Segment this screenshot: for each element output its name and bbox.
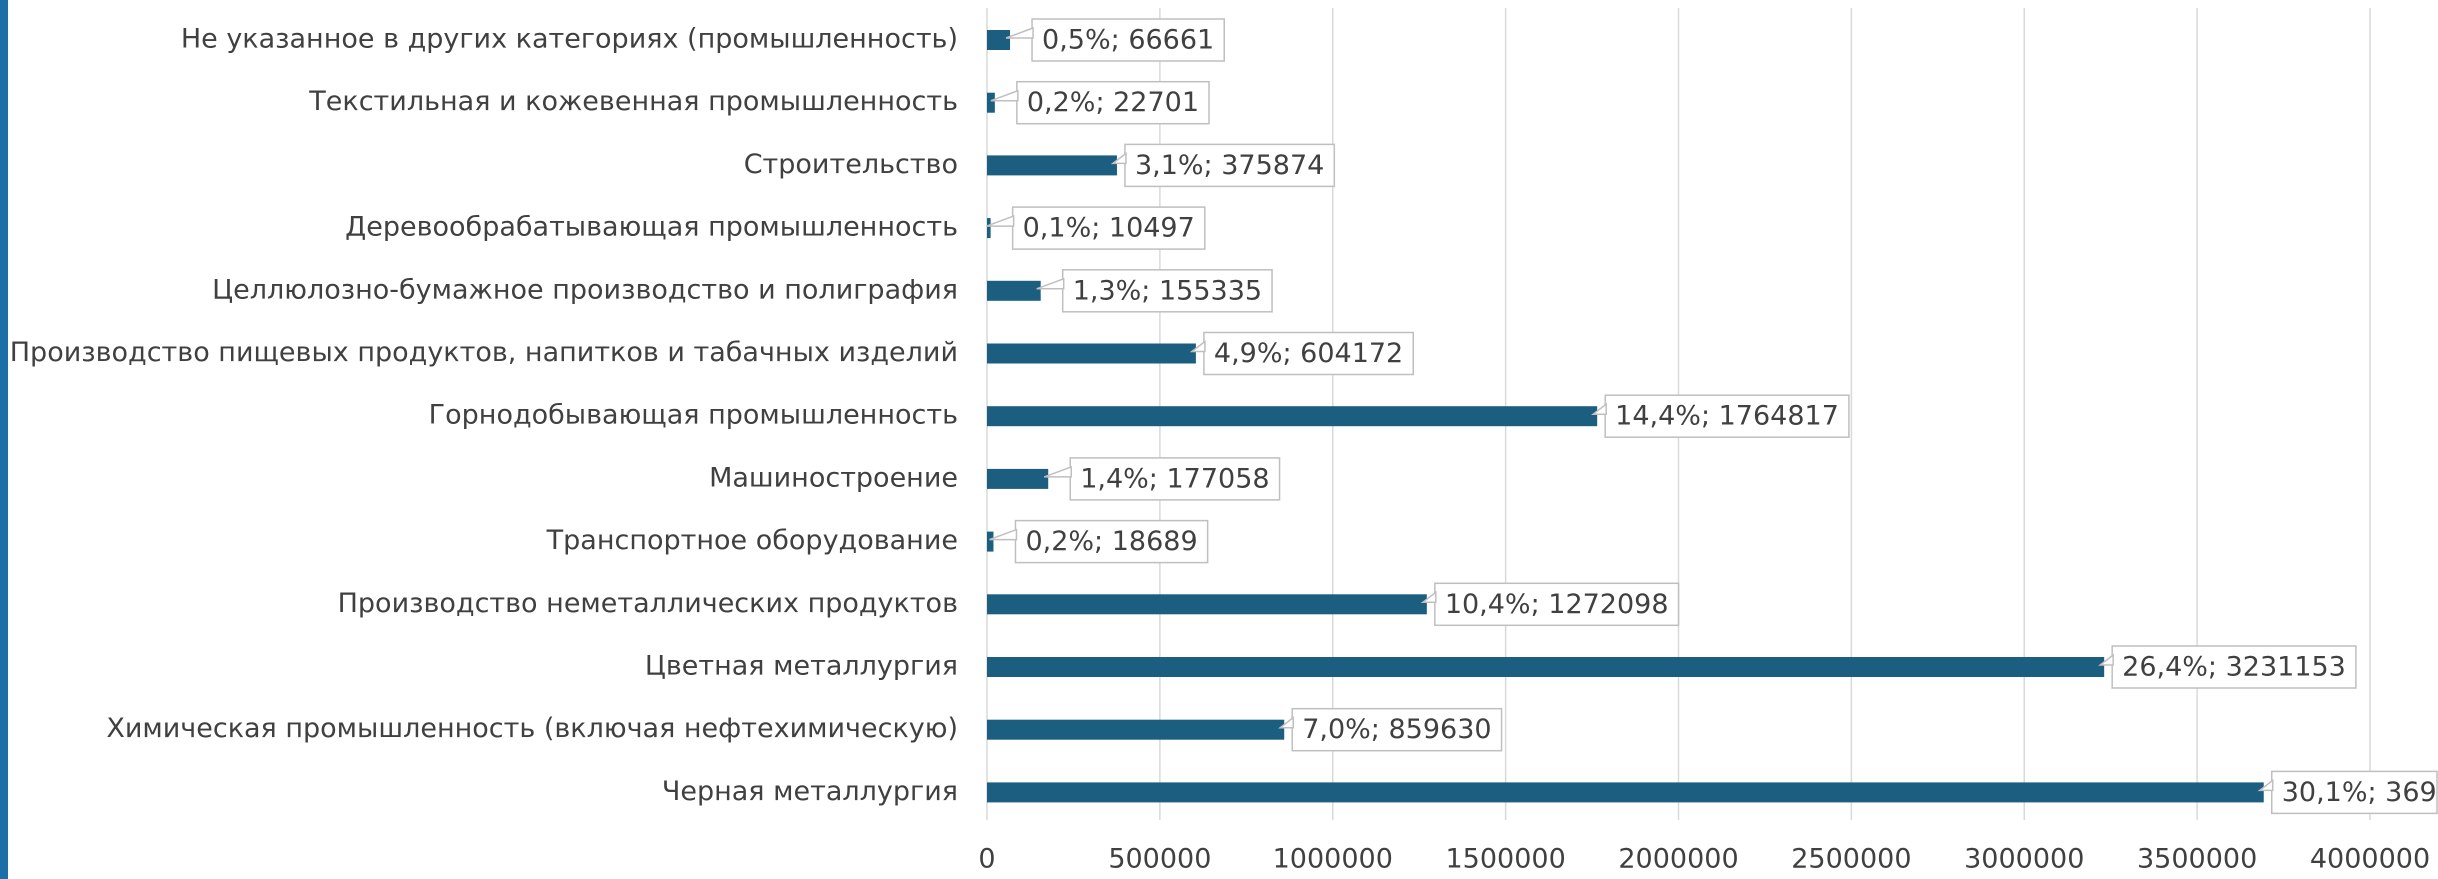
y-tick-label: Производство неметаллических продуктов	[338, 588, 958, 619]
x-tick-label: 0	[978, 844, 995, 875]
label-box	[1061, 269, 1273, 313]
label-pointer	[990, 89, 1019, 102]
label-pointer	[1420, 590, 1437, 604]
label-pointer	[2257, 778, 2274, 792]
y-tick-label: Химическая промышленность (включая нефте…	[106, 713, 958, 744]
y-tick-label: Транспортное оборудование	[546, 525, 958, 556]
label-box	[1016, 80, 1210, 125]
y-tick-label: Не указанное в других категориях (промыш…	[181, 24, 958, 55]
label-pointer	[2097, 653, 2114, 666]
x-tick-label: 2500000	[1791, 844, 1911, 875]
data-label: 26,4%; 3231153	[2122, 652, 2346, 683]
label-box	[1124, 143, 1336, 188]
y-tick-label: Цветная металлургия	[645, 651, 958, 682]
x-tick-label: 3000000	[1964, 844, 2084, 875]
bar	[987, 657, 2105, 677]
y-tick-label: Производство пищевых продуктов, напитков…	[10, 337, 958, 368]
data-label: 14,4%; 1764817	[1615, 401, 1839, 432]
bar	[987, 719, 1285, 740]
bar	[987, 782, 2264, 803]
label-pointer	[1590, 402, 1607, 415]
bar	[987, 406, 1598, 427]
bar	[987, 92, 995, 113]
label-box	[1434, 582, 1680, 627]
x-tick-label: 500000	[1108, 844, 1211, 875]
y-tick-label: Целлюлозно-бумажное производство и полиг…	[212, 274, 958, 305]
label-pointer	[1043, 465, 1072, 478]
bar	[987, 280, 1041, 301]
side-stripe	[0, 0, 8, 879]
label-box	[1604, 394, 1850, 438]
y-tick-label: Строительство	[744, 149, 958, 180]
y-tick-label: Деревообрабатывающая промышленность	[345, 212, 958, 243]
data-label: 1,3%; 155335	[1073, 275, 1262, 306]
label-box	[1069, 457, 1281, 501]
label-pointer	[989, 528, 1018, 541]
bar	[987, 594, 1427, 615]
bar	[987, 155, 1117, 176]
y-tick-label: Текстильная и кожевенная промышленность	[308, 86, 958, 117]
label-box	[2270, 770, 2438, 815]
x-tick-label: 1500000	[1446, 844, 1566, 875]
x-tick-label: 1000000	[1273, 844, 1393, 875]
x-tick-label: 4000000	[2310, 844, 2430, 875]
data-label: 3,1%; 375874	[1135, 150, 1324, 181]
label-box	[1011, 206, 1206, 250]
bar	[987, 468, 1049, 489]
data-label: 30,1%; 3692682	[2282, 777, 2438, 808]
y-tick-label: Горнодобывающая промышленность	[429, 400, 958, 431]
bar	[987, 30, 1011, 50]
label-box	[2111, 645, 2357, 689]
data-label: 0,1%; 10497	[1023, 213, 1195, 244]
bar	[987, 531, 994, 552]
label-pointer	[1005, 26, 1034, 39]
label-pointer	[986, 215, 1015, 227]
x-tick-label: 2000000	[1618, 844, 1738, 875]
label-pointer	[1189, 339, 1206, 353]
label-pointer	[1110, 151, 1127, 165]
label-box	[1291, 707, 1503, 752]
data-label: 7,0%; 859630	[1302, 714, 1491, 745]
label-pointer	[1036, 277, 1065, 290]
bar	[987, 218, 991, 239]
data-label: 0,5%; 66661	[1042, 25, 1214, 56]
data-label: 0,2%; 22701	[1027, 87, 1199, 118]
data-label: 0,2%; 18689	[1025, 526, 1197, 557]
label-pointer	[1278, 716, 1294, 729]
data-label: 4,9%; 604172	[1214, 338, 1403, 369]
y-tick-label: Машиностроение	[709, 462, 958, 493]
label-box	[1203, 331, 1414, 376]
data-label: 10,4%; 1272098	[1445, 589, 1669, 620]
label-box	[1031, 18, 1225, 62]
data-label: 1,4%; 177058	[1080, 463, 1269, 494]
label-box	[1014, 519, 1209, 564]
y-tick-label: Черная металлургия	[662, 776, 958, 807]
x-tick-label: 3500000	[2137, 844, 2257, 875]
bar	[987, 343, 1196, 364]
